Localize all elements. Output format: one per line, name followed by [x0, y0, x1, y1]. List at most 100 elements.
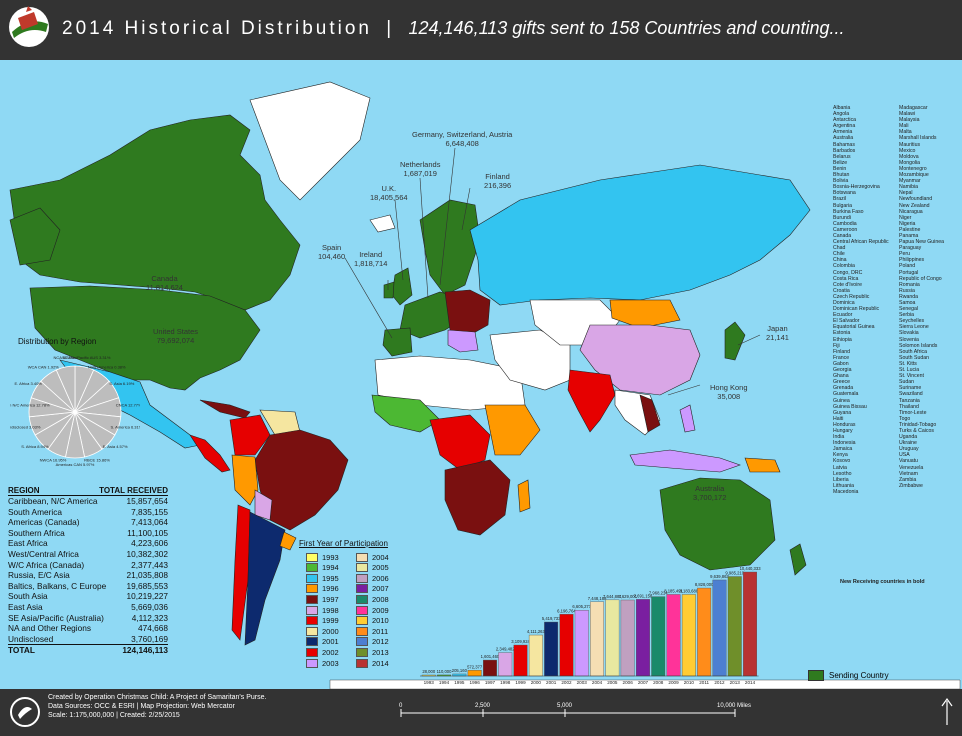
bar-2007 [635, 599, 650, 677]
title-bar: 2014 Historical Distribution | 124,146,1… [0, 0, 962, 60]
country-item: Antarctica [833, 117, 857, 124]
country-item: Romania [899, 281, 920, 288]
antarctica-shape [329, 679, 961, 689]
country-item: Guatemala [833, 391, 859, 398]
region-total: 15,857,654 [126, 496, 168, 506]
mongolia-shape [609, 299, 681, 329]
label-spain: Spain 104,460 [318, 243, 345, 261]
region-total: 474,668 [138, 623, 168, 634]
year-swatch [306, 595, 318, 605]
year-legend-item: 1995 [306, 573, 339, 583]
new-countries-note: New Receiving countries in bold [840, 579, 925, 585]
country-item: Chad [833, 245, 846, 252]
region-total: 4,112,323 [131, 612, 168, 623]
pie-slice [55, 365, 76, 413]
country-item: Tanzania [899, 397, 920, 404]
year-label: 1997 [322, 595, 339, 605]
year-label: 1999 [322, 616, 339, 626]
country-item: Thailand [899, 403, 919, 410]
country-item: Nicaragua [899, 208, 923, 215]
country-item: Russia [899, 287, 915, 294]
region-name: Americas (Canada) [8, 517, 80, 528]
bar-category-label: 2014 [745, 680, 756, 685]
bar-value-label: 3,109,924 [511, 639, 530, 644]
madagascar-shape [517, 479, 531, 513]
label-finland-value: 216,396 [484, 181, 512, 190]
country-item: Latvia [833, 464, 847, 471]
png-shape [744, 457, 781, 473]
label-spain-name: Spain [321, 243, 342, 252]
country-item: Panama [899, 232, 919, 239]
year-label: 2012 [372, 637, 389, 647]
country-item: St. Lucia [899, 367, 920, 374]
label-ireland: Ireland 1,818,714 [354, 250, 387, 268]
chile-shape [231, 504, 251, 641]
balkans-shape [447, 329, 479, 353]
year-swatch [306, 637, 318, 647]
label-uk-value: 18,405,564 [370, 193, 408, 202]
country-item: Solomon Islands [899, 342, 938, 349]
country-item: Paraguay [899, 245, 922, 252]
country-item: Samoa [899, 300, 916, 306]
country-item: Malta [899, 129, 912, 136]
bar-value-label: 110,000 [437, 669, 452, 674]
year-swatch [356, 563, 368, 573]
country-item: Central African Republic [833, 239, 889, 246]
region-total: 19,685,553 [126, 580, 168, 591]
bar-category-label: 2013 [730, 680, 741, 685]
bar-2005 [605, 599, 620, 677]
bar-value-label: 8,828,000 [695, 582, 714, 587]
year-label: 1995 [322, 573, 339, 583]
year-legend-item: 2002 [306, 647, 339, 658]
region-name: Undisclosed [8, 633, 54, 644]
region-total: 2,377,443 [131, 559, 168, 570]
country-item: Finland [833, 348, 851, 355]
label-uk: U.K. 18,405,564 [370, 184, 408, 202]
year-swatch [356, 648, 368, 658]
year-swatch [356, 573, 368, 583]
uruguay-shape [279, 531, 297, 551]
country-item: South Sudan [899, 354, 929, 361]
country-item: Belarus [833, 153, 851, 160]
country-item: Chile [833, 251, 845, 258]
region-row: Baltics, Balkans, C Europe 19,685,553 [8, 581, 168, 592]
bar-category-label: 2007 [638, 680, 649, 685]
year-legend-item: 2000 [306, 626, 339, 636]
bar-category-label: 1995 [454, 680, 465, 685]
country-item: Timor-Leste [899, 409, 927, 416]
total-header: TOTAL RECEIVED [99, 486, 168, 495]
pie-label: S. America 6.31% [111, 425, 140, 430]
year-swatch [356, 637, 368, 647]
country-list-col2: Madagascar Malawi Malaysia Mali Malta Marshal… [899, 105, 944, 489]
country-item: Peru [899, 251, 910, 258]
country-item: Zambia [899, 476, 917, 483]
region-row: Undisclosed 3,760,169 [8, 634, 168, 645]
year-swatch [306, 605, 318, 615]
page-title: 2014 Historical Distribution | 124,146,1… [62, 18, 844, 40]
pie-label: undisclosed 3.03% [10, 425, 41, 430]
country-item: Brazil [833, 196, 846, 203]
country-item: Armenia [833, 129, 853, 136]
country-item: Guinea [833, 397, 850, 404]
region-row: South Asia 10,219,227 [8, 591, 168, 602]
label-ireland-name: Ireland [359, 250, 383, 259]
indonesia-shape [629, 449, 741, 473]
total-value: 124,146,113 [122, 645, 168, 656]
country-item: Mauritius [899, 141, 921, 148]
region-total-row: TOTAL 124,146,113 [8, 644, 168, 656]
bar-value-label: 10,440,333 [740, 566, 762, 571]
region-row: West/Central Africa 10,382,302 [8, 549, 168, 560]
country-item: Montenegro [899, 165, 927, 172]
label-japan-name: Japan [767, 324, 788, 333]
country-item: Mali [899, 123, 909, 130]
region-row: Caribbean, N/C America 15,857,654 [8, 496, 168, 507]
country-item: Greece [833, 379, 851, 386]
year-legend-item: 1998 [306, 605, 339, 615]
country-item: Estonia [833, 330, 851, 337]
bar-2013 [727, 576, 742, 677]
credit-line-1: Created by Operation Christmas Child: A … [48, 694, 267, 701]
country-item: Suriname [899, 385, 922, 392]
canada-shape [9, 114, 301, 311]
label-japan: Japan 21,141 [766, 324, 789, 342]
country-item: Sudan [899, 379, 915, 386]
